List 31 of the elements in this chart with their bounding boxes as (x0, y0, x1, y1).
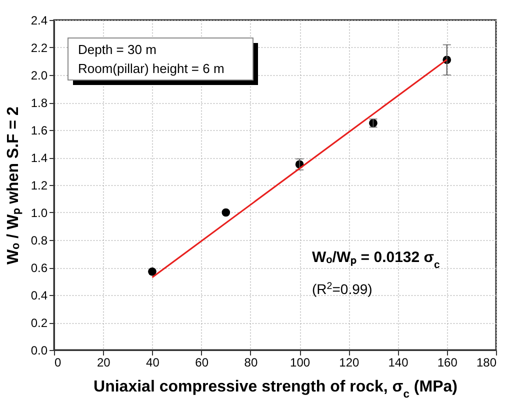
x-tick-label: 20 (96, 356, 111, 370)
point (222, 208, 230, 217)
annotation: Depth = 30 m (78, 42, 156, 57)
x-tick-label: 80 (244, 356, 258, 370)
x-tick-label: 160 (437, 356, 458, 370)
y-tick-label: 2.4 (30, 14, 48, 28)
y-tick-label: 2.2 (30, 41, 48, 55)
y-tick-label: 1.4 (30, 151, 48, 165)
x-tick-label: 100 (290, 356, 310, 370)
x-tick-label: 0 (54, 356, 62, 370)
y-tick-label: 1.6 (30, 124, 48, 138)
y-axis-title: Wₒ / Wₚ when S.F = 2 (4, 106, 23, 264)
x-tick-label: 60 (195, 356, 209, 370)
y-tick-label: 0.0 (30, 344, 48, 358)
annotation: Wₒ/Wₚ = 0.0132 σ$_{c}$ (312, 249, 440, 271)
x-tick-label: 140 (388, 356, 409, 370)
x-tick-label: 40 (146, 356, 160, 370)
x-tick-label: 180 (476, 356, 497, 370)
y-tick-label: 0.4 (30, 288, 48, 302)
y-tick-label: 0.8 (30, 234, 48, 248)
annotation: Room(pillar) height = 6 m (78, 61, 224, 76)
y-tick-label: 0.6 (30, 261, 48, 275)
y-tick-label: 0.2 (30, 316, 48, 330)
annotation: (R$^{2}$=0.99) (312, 280, 372, 297)
y-tick-label: 2.0 (30, 68, 48, 82)
x-tick-label: 120 (339, 356, 360, 370)
y-tick-label: 1.0 (30, 206, 48, 220)
point (148, 267, 156, 276)
x-axis-title: Uniaxial compressive strength of rock, σ$_{c}$ (MPa) (94, 378, 458, 400)
y-tick-label: 1.2 (30, 178, 48, 192)
y-tick-label: 1.8 (30, 96, 48, 110)
